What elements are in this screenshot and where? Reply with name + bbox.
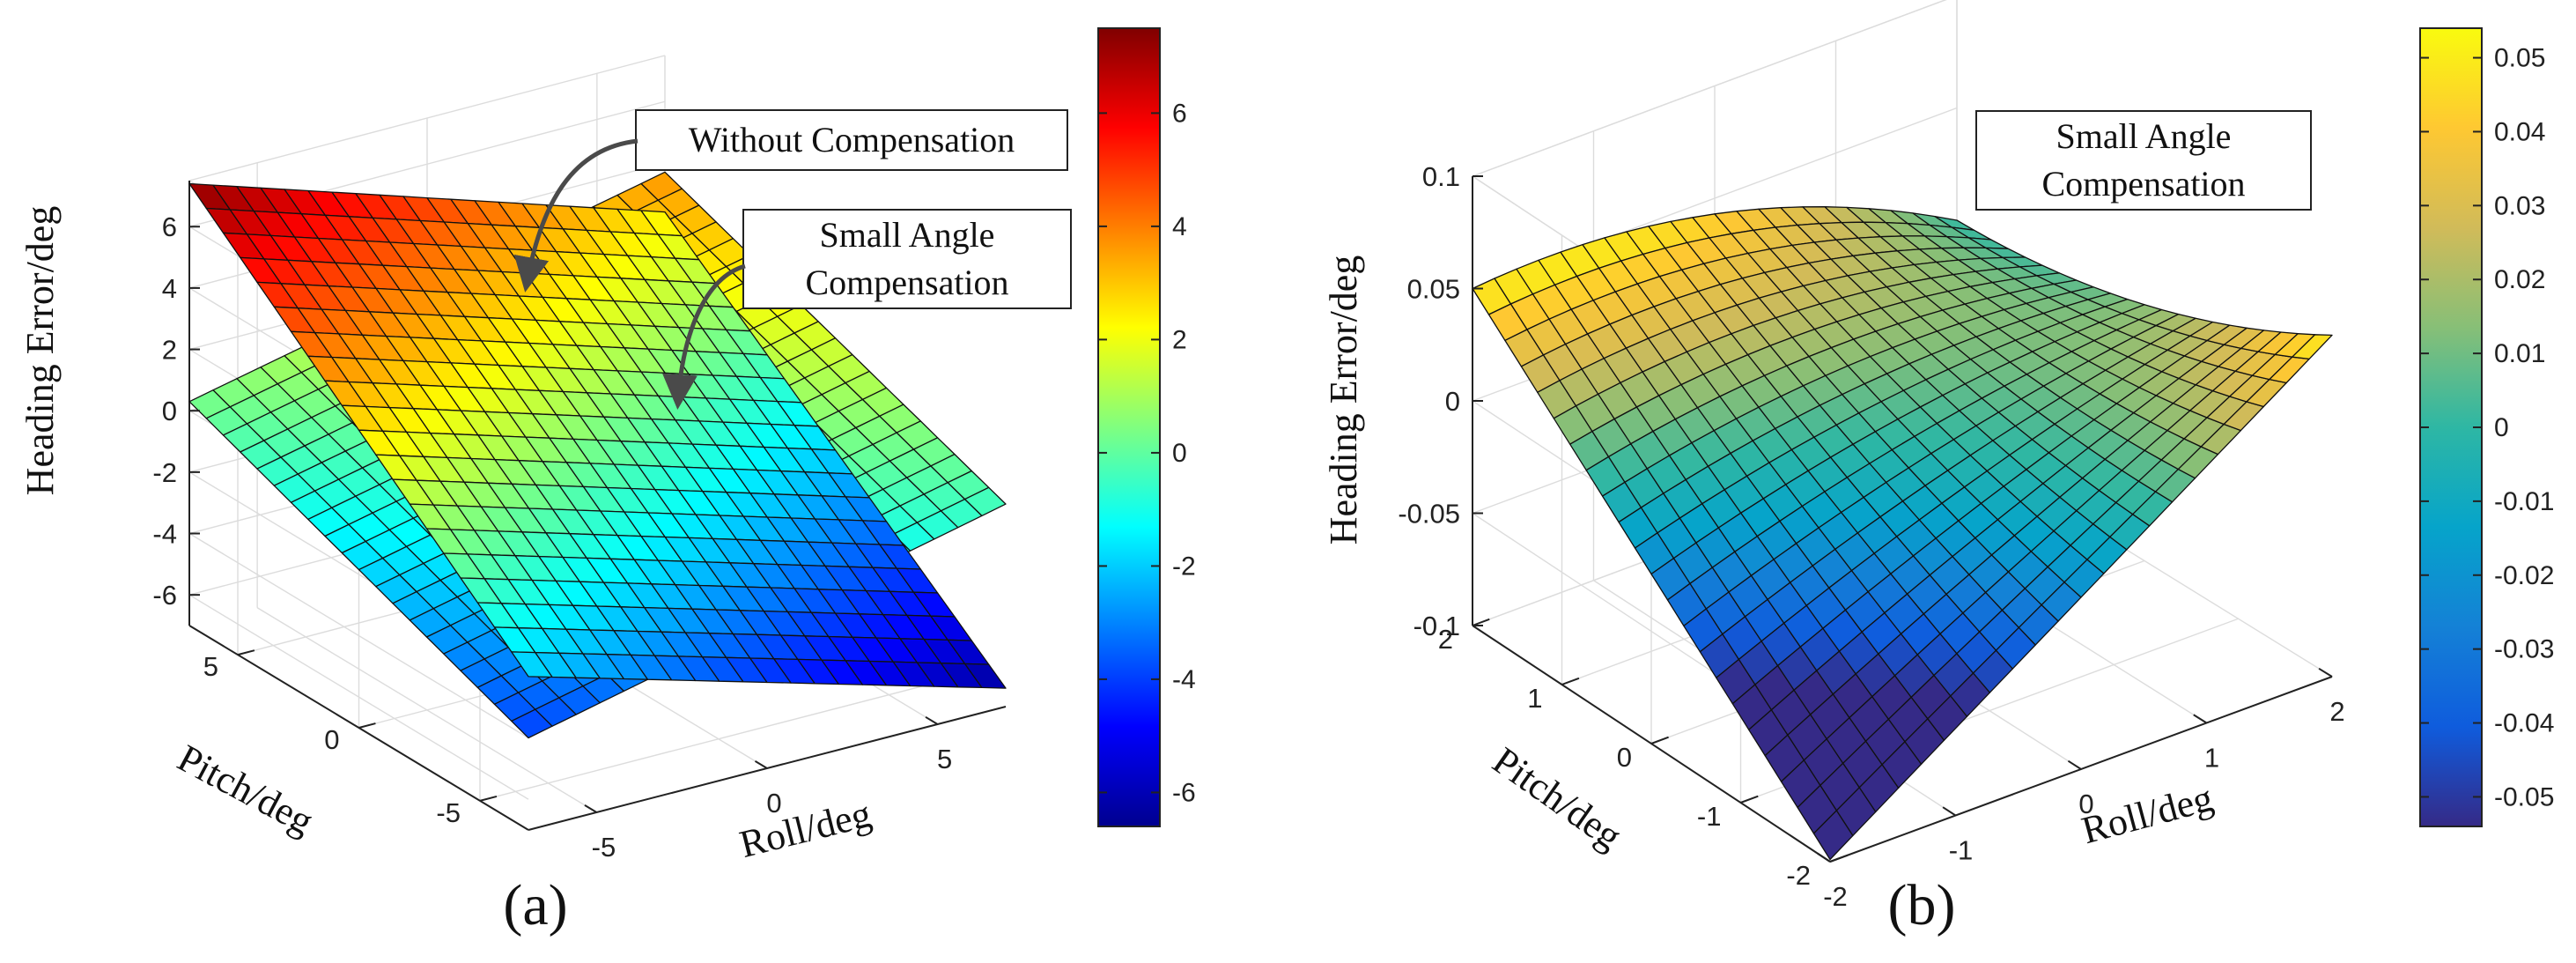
- colorbar-tick-label: 0.04: [2494, 117, 2545, 146]
- colorbar-tick-label: -2: [1172, 552, 1196, 581]
- grid-line: [188, 532, 529, 739]
- y-tick-mark: [1829, 854, 1849, 863]
- svg-text:Small Angle: Small Angle: [820, 215, 995, 255]
- x-tick-mark: [754, 759, 768, 769]
- colorbar-tick-label: -0.03: [2494, 635, 2554, 664]
- svg-text:Compensation: Compensation: [2041, 164, 2245, 204]
- y-tick-mark: [479, 795, 498, 802]
- y-tick-label: 2: [1438, 624, 1453, 655]
- y-tick-label: -1: [1697, 801, 1722, 832]
- annotation-without-compensation: Without Compensation: [513, 109, 1068, 293]
- x-tick-mark: [1817, 852, 1831, 863]
- x-tick-label: -1: [1949, 835, 1974, 866]
- y-tick-label: 0: [1617, 742, 1632, 773]
- panel-a-zlabel: Heading Error/deg: [18, 206, 62, 496]
- colorbar-tick-label: 0: [2494, 413, 2509, 442]
- svg-text:Small Angle: Small Angle: [2056, 116, 2232, 156]
- arrow-without-compensation: [513, 138, 638, 293]
- colorbar-tick-label: 0.02: [2494, 265, 2545, 294]
- y-tick-label: 5: [203, 651, 218, 682]
- panel-b-label: (b): [1888, 873, 1956, 937]
- colorbar-tick-label: 0.01: [2494, 339, 2545, 368]
- x-tick-label: 0: [766, 788, 781, 819]
- z-tick-label: 0.05: [1407, 274, 1460, 305]
- z-tick-label: 2: [162, 335, 177, 366]
- annotation-small-angle-compensation-a: Small Angle Compensation: [662, 209, 1072, 410]
- z-tick-label: -0.05: [1398, 499, 1460, 530]
- colorbar-tick-label: -0.02: [2494, 561, 2554, 590]
- panel-b-xlabel: Roll/deg: [2078, 776, 2218, 853]
- z-tick-label: 4: [162, 273, 177, 304]
- panel-b-zlabel: Heading Error/deg: [1322, 256, 1365, 545]
- colorbar-tick-label: -0.05: [2494, 782, 2554, 811]
- z-tick-label: 0: [1445, 386, 1460, 417]
- colorbar-tick-label: 4: [1172, 212, 1187, 241]
- annotation-small-angle-compensation-b: Small Angle Compensation: [1975, 110, 2312, 211]
- x-tick-label: 5: [937, 744, 952, 774]
- z-tick-label: -4: [152, 519, 177, 550]
- colorbar-tick-label: 0: [1172, 439, 1187, 468]
- y-tick-label: 1: [1527, 683, 1542, 714]
- x-tick-mark: [1942, 806, 1957, 817]
- panel-a-label: (a): [503, 873, 567, 937]
- without-comp-surface-facet: [963, 663, 1007, 689]
- svg-text:Without Compensation: Without Compensation: [689, 120, 1015, 159]
- y-tick-label: 0: [324, 724, 339, 755]
- panel-a-tick-labels: -6 -4 -2 0 2 4 6 -5 0 5 -5 0 5: [152, 211, 952, 863]
- grid-line: [188, 55, 666, 181]
- y-tick-mark: [1472, 618, 1490, 626]
- compensated-surface-facet: [2292, 334, 2333, 360]
- y-tick-mark: [1740, 795, 1759, 804]
- y-tick-mark: [358, 722, 376, 729]
- z-tick-label: 0: [162, 396, 177, 426]
- colorbar-tick-label: 2: [1172, 325, 1187, 354]
- x-tick-mark: [2193, 714, 2208, 724]
- x-tick-mark: [2067, 759, 2082, 770]
- z-tick-label: 6: [162, 211, 177, 242]
- z-tick-label: -6: [152, 580, 177, 611]
- y-tick-mark: [1650, 736, 1669, 744]
- panel-b-ylabel: Pitch/deg: [1485, 738, 1629, 857]
- x-tick-label: 1: [2204, 743, 2219, 774]
- x-tick-mark: [2318, 667, 2333, 678]
- x-tick-mark: [925, 715, 939, 725]
- y-tick-label: -2: [1786, 860, 1811, 891]
- arrow-small-angle-compensation: [662, 263, 746, 410]
- panel-b-surface: [1472, 206, 2333, 861]
- small-angle-surface-facet: [963, 486, 1007, 517]
- grid-line: [188, 594, 529, 800]
- panel-a-xlabel: Roll/deg: [735, 792, 875, 866]
- panel-b: -0.1 -0.05 0 0.05 0.1 -2 -1 0 1 2 -2 -1 0 1 2 Heading …: [1322, 0, 2554, 937]
- svg-text:Compensation: Compensation: [805, 263, 1008, 302]
- x-tick-mark: [584, 804, 597, 813]
- grid-line: [1472, 0, 1947, 177]
- x-tick-label: 0: [2078, 789, 2093, 819]
- grid-line: [479, 676, 957, 802]
- colorbar-tick-label: -4: [1172, 665, 1196, 694]
- colorbar-b: -0.05 -0.04 -0.03 -0.02 -0.01 0 0.01 0.02 0.03 0.…: [2419, 27, 2554, 827]
- panel-a: -6 -4 -2 0 2 4 6 -5 0 5 -5 0 5 Heading Error/deg Pit…: [18, 27, 1196, 937]
- colorbar-tick-label: 6: [1172, 99, 1187, 128]
- z-tick-label: -2: [152, 457, 177, 488]
- y-tick-mark: [237, 649, 255, 656]
- z-tick-label: 0.1: [1422, 161, 1460, 192]
- panel-b-tick-labels: -0.1 -0.05 0 0.05 0.1 -2 -1 0 1 2 -2 -1 0 1 2: [1398, 161, 2344, 912]
- colorbar-tick-label: -0.04: [2494, 709, 2554, 738]
- panel-a-surfaces: [188, 171, 1007, 739]
- y-tick-mark: [1561, 677, 1580, 685]
- y-tick-label: -5: [436, 797, 461, 828]
- colorbar-a: -6 -4 -2 0 2 4 6: [1097, 27, 1196, 827]
- z-tick-label: -0.1: [1413, 611, 1460, 641]
- x-tick-label: 2: [2329, 696, 2344, 727]
- colorbar-tick-label: 0.03: [2494, 191, 2545, 220]
- x-tick-label: -5: [592, 832, 616, 863]
- x-tick-label: -2: [1823, 881, 1848, 912]
- colorbar-tick-label: -6: [1172, 778, 1196, 807]
- colorbar-tick-label: 0.05: [2494, 44, 2545, 73]
- panel-a-ylabel: Pitch/deg: [171, 737, 321, 843]
- colorbar-tick-label: -0.01: [2494, 487, 2554, 516]
